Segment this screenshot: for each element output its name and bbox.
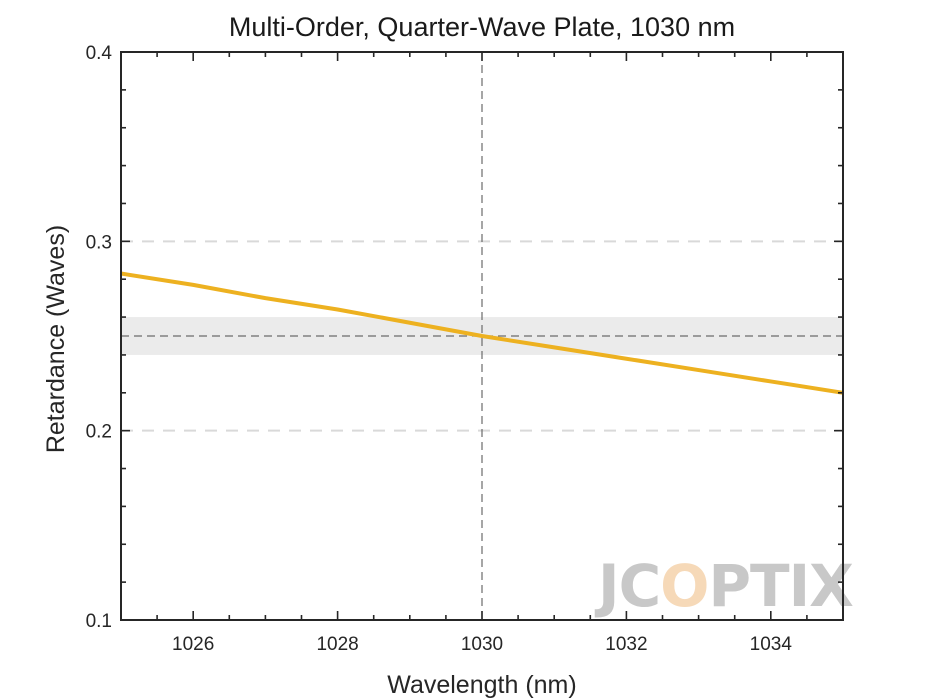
axis-ticks xyxy=(120,51,844,621)
x-tick-label: 1030 xyxy=(461,634,503,655)
y-axis-label: Retardance (Waves) xyxy=(42,225,70,453)
x-tick-label: 1032 xyxy=(605,634,647,655)
y-tick-label: 0.3 xyxy=(86,232,112,253)
logo-text: JCOPTIX xyxy=(594,552,853,620)
y-tick-labels: 0.1 0.2 0.3 0.4 xyxy=(86,43,113,632)
x-tick-label: 1026 xyxy=(172,634,214,655)
y-tick-label: 0.2 xyxy=(86,422,112,443)
chart-title: Multi-Order, Quarter-Wave Plate, 1030 nm xyxy=(229,12,735,42)
x-tick-label: 1034 xyxy=(750,634,793,655)
y-tick-label: 0.4 xyxy=(86,43,113,64)
x-tick-labels: 1026 1028 1030 1032 1034 xyxy=(172,634,792,655)
x-axis-label: Wavelength (nm) xyxy=(387,671,576,699)
y-tick-label: 0.1 xyxy=(86,611,112,632)
jcoptix-logo: JCOPTIX xyxy=(594,552,854,620)
retardance-series-line xyxy=(120,271,844,395)
x-tick-label: 1028 xyxy=(316,634,358,655)
